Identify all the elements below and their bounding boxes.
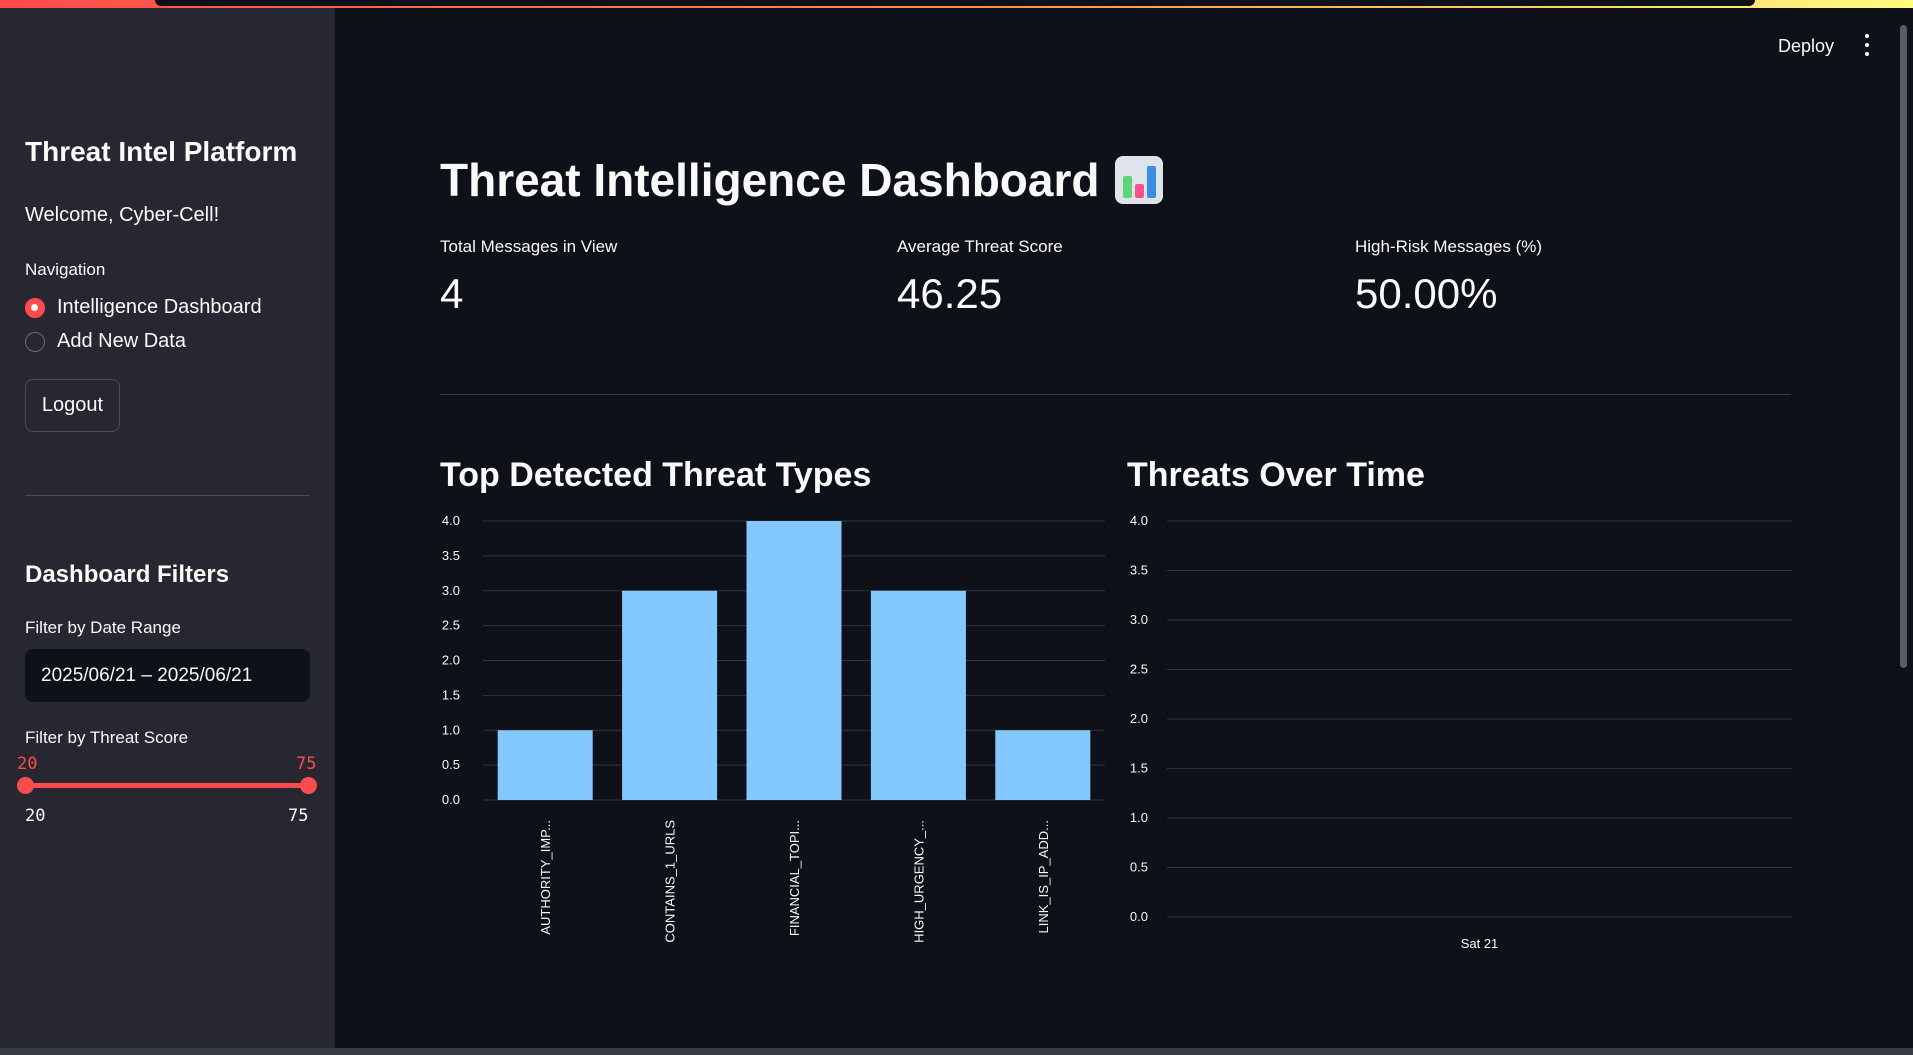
page-title-text: Threat Intelligence Dashboard — [440, 154, 1100, 206]
nav-radio-label: Intelligence Dashboard — [57, 296, 262, 318]
y-tick-label: 2.0 — [442, 653, 460, 668]
slider-low-value: 20 — [17, 754, 38, 774]
y-tick-label: 3.0 — [442, 583, 460, 598]
y-tick-label: 2.5 — [1130, 662, 1148, 677]
slider-high-value: 75 — [296, 754, 317, 774]
bottom-scrollbar-track — [0, 1048, 1913, 1055]
bar-chart-emoji-icon — [1115, 156, 1164, 204]
y-tick-label: 0.0 — [442, 792, 460, 807]
x-tick-label: LINK_IS_IP_ADD... — [1036, 820, 1051, 933]
logout-button[interactable]: Logout — [25, 379, 120, 432]
sidebar-title: Threat Intel Platform — [25, 136, 298, 167]
bar — [497, 730, 593, 800]
navigation-label: Navigation — [25, 260, 106, 279]
y-tick-label: 2.5 — [442, 618, 460, 633]
slider-low-handle[interactable] — [17, 777, 34, 794]
slider-max-label: 75 — [288, 806, 309, 826]
bar — [870, 590, 966, 800]
date-range-input[interactable]: 2025/06/21 – 2025/06/21 — [25, 649, 310, 702]
kebab-menu-icon[interactable] — [1860, 34, 1874, 56]
nav-radio-add-new-data[interactable]: Add New Data — [25, 330, 186, 353]
top-accent-cap — [155, 0, 1755, 6]
threats-over-time-chart-title: Threats Over Time — [1127, 456, 1425, 494]
main-divider — [440, 394, 1791, 395]
page-title: Threat Intelligence Dashboard — [440, 153, 1164, 207]
y-tick-label: 1.0 — [1130, 810, 1148, 825]
x-tick-label: FINANCIAL_TOPI... — [787, 820, 802, 936]
bar — [995, 730, 1091, 800]
metric-label-high-risk: High-Risk Messages (%) — [1355, 237, 1543, 256]
threat-types-chart-title: Top Detected Threat Types — [440, 456, 872, 494]
slider-min-label: 20 — [25, 806, 46, 826]
threat-score-slider-track[interactable] — [25, 783, 309, 788]
y-tick-label: 4.0 — [1130, 513, 1148, 528]
radio-selected-icon[interactable] — [25, 297, 45, 318]
y-tick-label: 1.0 — [442, 722, 460, 737]
deploy-button[interactable]: Deploy — [1778, 36, 1835, 56]
threats-over-time-chart: 0.0 0.5 1.0 1.5 2.0 2.5 3.0 3.5 4.0 Sat 21 — [1130, 513, 1792, 951]
y-tick-label: 2.0 — [1130, 711, 1148, 726]
x-tick-label: AUTHORITY_IMP... — [538, 820, 553, 935]
y-tick-label: 1.5 — [442, 687, 460, 702]
x-tick-label: HIGH_URGENCY_... — [911, 820, 926, 943]
sidebar: Threat Intel Platform Welcome, Cyber-Cel… — [0, 8, 335, 1048]
radio-unselected-icon[interactable] — [25, 331, 45, 352]
welcome-text: Welcome, Cyber-Cell! — [25, 204, 220, 226]
threat-score-label: Filter by Threat Score — [25, 728, 189, 747]
x-tick-label: Sat 21 — [1461, 936, 1499, 951]
metric-value-average-score: 46.25 — [897, 270, 1003, 317]
y-tick-label: 0.0 — [1130, 909, 1148, 924]
bar — [622, 590, 718, 800]
main-scrollbar[interactable] — [1900, 25, 1907, 668]
date-range-label: Filter by Date Range — [25, 618, 181, 637]
bar — [746, 521, 842, 800]
nav-radio-intelligence-dashboard[interactable]: Intelligence Dashboard — [25, 296, 262, 319]
y-tick-label: 3.0 — [1130, 612, 1148, 627]
x-tick-label: CONTAINS_1_URLS — [663, 820, 678, 943]
slider-high-handle[interactable] — [300, 777, 317, 794]
metric-label-average-score: Average Threat Score — [897, 237, 1063, 256]
dashboard-filters-heading: Dashboard Filters — [25, 561, 230, 588]
y-tick-label: 3.5 — [1130, 563, 1148, 578]
y-tick-label: 1.5 — [1130, 761, 1148, 776]
y-tick-label: 0.5 — [442, 757, 460, 772]
threat-types-bar-chart: 0.0 0.5 1.0 1.5 2.0 2.5 3.0 3.5 4.0 AUTHORITY_IMP… — [442, 513, 1105, 943]
y-tick-label: 4.0 — [442, 513, 460, 528]
y-tick-label: 3.5 — [442, 548, 460, 563]
y-tick-label: 0.5 — [1130, 860, 1148, 875]
nav-radio-label: Add New Data — [57, 330, 186, 352]
metric-label-total-messages: Total Messages in View — [440, 237, 618, 256]
metric-value-total-messages: 4 — [440, 270, 464, 317]
metric-value-high-risk: 50.00% — [1355, 270, 1498, 317]
sidebar-divider — [25, 495, 310, 496]
